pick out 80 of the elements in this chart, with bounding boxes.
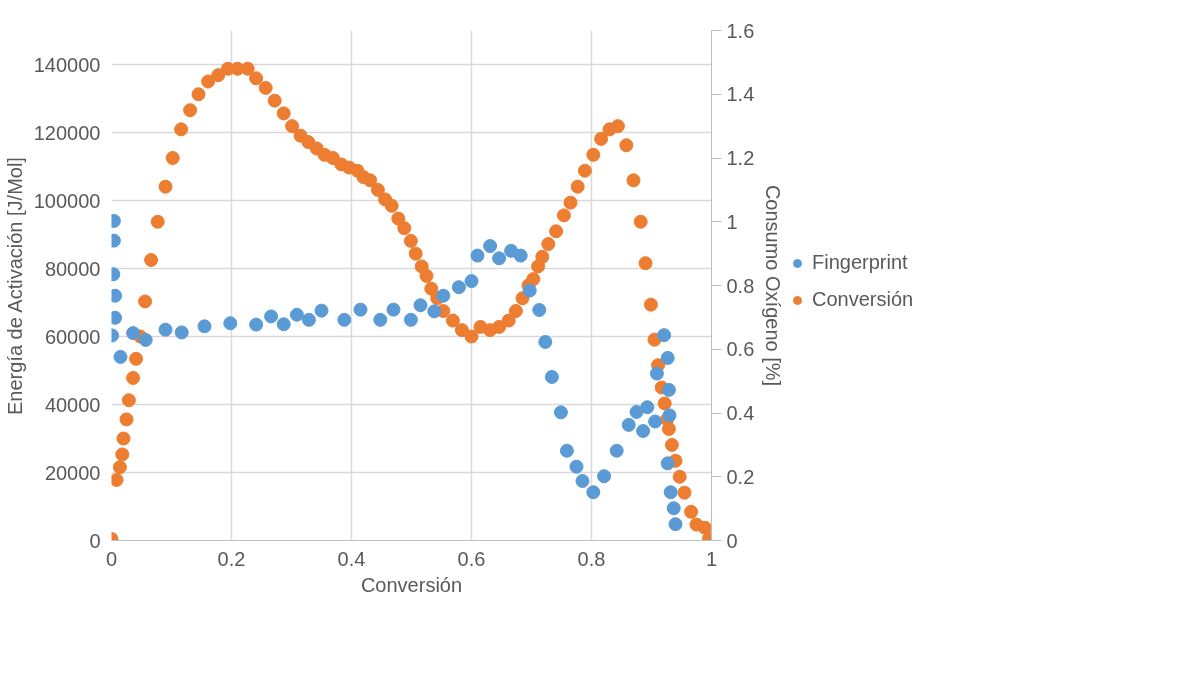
- point: [538, 334, 553, 349]
- point: [403, 312, 418, 327]
- point: [276, 317, 291, 332]
- legend-label: Fingerprint: [812, 251, 908, 274]
- x-tick-label: 0: [105, 547, 118, 570]
- point: [661, 382, 676, 397]
- y2-tick-label: 0.2: [726, 465, 755, 488]
- point: [301, 312, 316, 327]
- point: [544, 369, 559, 384]
- y2-tick-label: 1: [726, 210, 738, 233]
- y-tick-label: 40000: [44, 393, 101, 416]
- point: [559, 443, 574, 458]
- point: [427, 304, 442, 319]
- y-tick-label: 20000: [44, 461, 101, 484]
- point: [586, 485, 601, 500]
- point: [629, 404, 644, 419]
- point: [386, 302, 401, 317]
- point: [660, 456, 675, 471]
- point: [470, 248, 485, 263]
- point: [138, 332, 153, 347]
- point: [436, 288, 451, 303]
- y2-axis-title: Consumo Oxígeno [%]: [762, 184, 785, 387]
- point: [314, 303, 329, 318]
- point: [668, 517, 683, 532]
- y-tick-label: 120000: [33, 121, 101, 144]
- x-axis-title: Conversión: [360, 573, 463, 596]
- point: [353, 302, 368, 317]
- point: [264, 309, 279, 324]
- point: [662, 408, 677, 423]
- point: [648, 414, 663, 429]
- point: [621, 417, 636, 432]
- x-tick-label: 0.2: [217, 547, 246, 570]
- point: [249, 317, 264, 332]
- point: [158, 322, 173, 337]
- point: [649, 366, 664, 381]
- point: [657, 328, 672, 343]
- y2-tick-label: 0.8: [726, 274, 755, 297]
- point: [337, 312, 352, 327]
- point: [532, 302, 547, 317]
- point: [113, 349, 128, 364]
- point: [663, 485, 678, 500]
- point: [413, 298, 428, 313]
- y2-tick-label: 0.4: [726, 402, 755, 424]
- point: [197, 319, 212, 334]
- y2-tick-label: 0.6: [726, 338, 755, 361]
- point: [223, 316, 238, 331]
- y2-tick-label: 1.6: [726, 19, 755, 42]
- point: [483, 239, 498, 254]
- point: [553, 405, 568, 420]
- x-tick-label: 0.6: [457, 547, 486, 570]
- x-tick-label: 1: [705, 547, 718, 570]
- y2-tick-label: 1.2: [726, 147, 755, 169]
- point: [522, 283, 537, 298]
- point: [513, 248, 528, 263]
- y-tick-label: 0: [89, 529, 101, 552]
- y2-tick-label: 0: [726, 529, 738, 552]
- point: [597, 469, 612, 484]
- y-tick-label: 100000: [33, 189, 101, 212]
- point: [660, 350, 675, 365]
- y-tick-label: 80000: [44, 257, 101, 280]
- y-tick-label: 60000: [44, 325, 101, 348]
- y-axis-title: Energía de Activación [J/Mol]: [3, 157, 26, 416]
- point: [289, 307, 304, 322]
- point: [640, 400, 655, 415]
- point: [373, 312, 388, 327]
- x-tick-label: 0.4: [337, 547, 366, 570]
- point: [492, 251, 507, 266]
- point: [569, 459, 584, 474]
- point: [575, 474, 590, 488]
- point: [451, 280, 466, 295]
- point: [464, 274, 479, 289]
- legend-label: Conversión: [812, 288, 914, 311]
- point: [126, 326, 141, 341]
- x-tick-label: 0.8: [577, 547, 606, 570]
- point: [174, 325, 189, 340]
- y-tick-label: 140000: [33, 53, 101, 76]
- point: [636, 424, 651, 439]
- point: [609, 443, 624, 458]
- y2-tick-label: 1.4: [726, 83, 755, 106]
- point: [666, 501, 681, 516]
